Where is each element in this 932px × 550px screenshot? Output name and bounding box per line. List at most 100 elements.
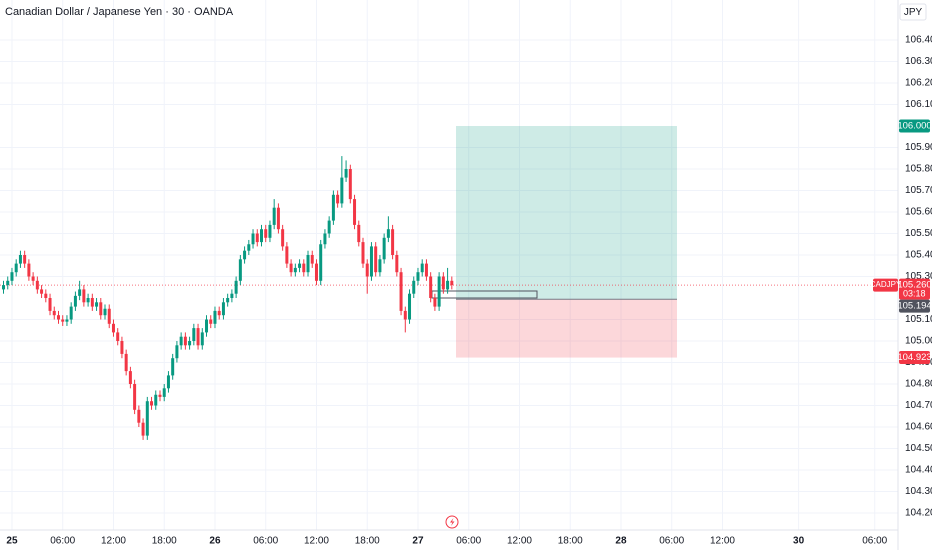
- candle-body: [420, 263, 424, 273]
- candle-body: [353, 199, 357, 225]
- candle-body: [31, 276, 35, 281]
- candle-body: [327, 220, 331, 234]
- candle-body: [382, 237, 386, 260]
- candle-body: [10, 272, 14, 281]
- x-tick-label: 18:00: [152, 536, 177, 547]
- candle-body: [238, 259, 242, 281]
- candles: [2, 156, 454, 440]
- last-price-box: [899, 278, 930, 300]
- x-tick-label: 18:00: [355, 536, 380, 547]
- candle-body: [128, 371, 132, 385]
- candle-body: [378, 259, 382, 273]
- candle-body: [171, 358, 175, 376]
- candle-body: [175, 345, 179, 359]
- candle-body: [61, 319, 65, 322]
- x-tick-label: 12:00: [710, 536, 735, 547]
- x-tick-label: 06:00: [862, 536, 887, 547]
- candle-body: [268, 224, 272, 238]
- candle-body: [209, 319, 213, 324]
- x-tick-label: 06:00: [50, 536, 75, 547]
- candle-body: [319, 244, 323, 281]
- y-tick-label: 105.700: [905, 185, 932, 196]
- x-tick-label: 18:00: [558, 536, 583, 547]
- candle-body: [306, 255, 310, 273]
- candle-body: [162, 388, 166, 397]
- price-label: 104.923: [897, 352, 931, 363]
- candle-body: [310, 255, 314, 264]
- y-tick-label: 105.600: [905, 207, 932, 218]
- candle-body: [251, 233, 255, 245]
- price-label-box: [899, 119, 930, 133]
- candle-body: [133, 384, 137, 410]
- y-tick-label: 104.600: [905, 422, 932, 433]
- candle-body: [18, 255, 22, 264]
- candle-body: [374, 246, 378, 273]
- y-tick-label: 104.400: [905, 465, 932, 476]
- candle-body: [437, 276, 441, 307]
- candle-body: [226, 298, 230, 303]
- x-tick-label: 26: [209, 536, 221, 547]
- currency-box[interactable]: [899, 3, 927, 21]
- candle-body: [103, 308, 107, 316]
- y-tick-label: 105.800: [905, 164, 932, 175]
- candle-body: [27, 263, 31, 277]
- candle-body: [90, 298, 94, 307]
- candle-body: [124, 353, 128, 372]
- candle-body: [264, 229, 268, 238]
- price-label-box: [899, 351, 930, 365]
- candle-body: [365, 263, 369, 277]
- x-tick-label: 12:00: [507, 536, 532, 547]
- alert-icon[interactable]: [445, 515, 459, 529]
- candle-body: [52, 310, 56, 316]
- candle-body: [213, 310, 217, 324]
- candle-body: [116, 332, 120, 342]
- candle-body: [56, 315, 60, 320]
- candle-body: [412, 280, 416, 294]
- candle-body: [154, 394, 158, 406]
- candle-body: [247, 244, 251, 251]
- candle-body: [361, 242, 365, 264]
- y-tick-label: 105.400: [905, 250, 932, 261]
- alert-bolt: [450, 518, 455, 526]
- candle-body: [82, 289, 86, 303]
- x-tick-label: 06:00: [456, 536, 481, 547]
- y-tick-label: 104.300: [905, 486, 932, 497]
- x-tick-label: 27: [412, 536, 424, 547]
- candle-body: [2, 285, 6, 290]
- y-tick-label: 106.400: [905, 35, 932, 46]
- entry-label: 105.194: [897, 301, 931, 312]
- candle-body: [99, 302, 103, 316]
- candle-body: [141, 422, 145, 436]
- candle-body: [259, 229, 263, 243]
- candle-body: [357, 224, 361, 243]
- candle-body: [408, 293, 412, 320]
- candle-body: [450, 280, 454, 286]
- candle-body: [403, 310, 407, 320]
- x-tick-label: 25: [6, 536, 18, 547]
- candle-body: [69, 306, 73, 320]
- candle-body: [158, 394, 162, 397]
- candle-body: [217, 310, 221, 316]
- candle-body: [395, 255, 399, 273]
- candle-body: [344, 168, 348, 178]
- candle-body: [35, 280, 39, 290]
- candle-body: [188, 341, 192, 346]
- candle-body: [243, 250, 247, 260]
- candle-body: [433, 298, 437, 307]
- candle-body: [323, 233, 327, 245]
- candle-body: [289, 263, 293, 273]
- candle-body: [73, 295, 77, 307]
- candle-body: [221, 302, 225, 316]
- target-zone: [456, 125, 677, 300]
- x-tick-label: 06:00: [253, 536, 278, 547]
- candle-body: [331, 194, 335, 221]
- y-tick-label: 106.300: [905, 56, 932, 67]
- candle-body: [166, 375, 170, 389]
- candle-body: [399, 272, 403, 311]
- y-tick-label: 104.500: [905, 443, 932, 454]
- grid: [0, 0, 898, 530]
- candle-body: [179, 336, 183, 346]
- candle-body: [441, 276, 445, 290]
